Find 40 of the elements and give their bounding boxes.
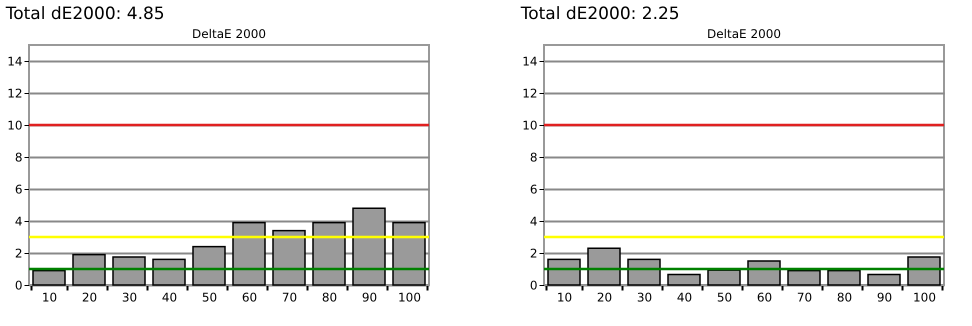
- chart-title: Total dE2000: 2.25: [520, 4, 680, 24]
- x-tick-label: 100: [913, 290, 936, 304]
- x-tick-label: 90: [876, 290, 892, 304]
- chart-subtitle: DeltaE 2000: [707, 27, 781, 41]
- x-tick-label: 60: [756, 290, 772, 304]
- x-tick-label: 50: [202, 290, 218, 304]
- y-tick-label: 4: [14, 214, 22, 228]
- x-tick-label: 40: [676, 290, 692, 304]
- x-tick-label: 50: [716, 290, 732, 304]
- y-tick-label: 12: [7, 86, 22, 100]
- x-tick-label: 20: [82, 290, 98, 304]
- x-tick-label: 20: [596, 290, 612, 304]
- x-tick-label: 10: [42, 290, 58, 304]
- x-tick-label: 80: [836, 290, 852, 304]
- x-tick-label: 100: [398, 290, 421, 304]
- y-tick-label: 0: [14, 278, 22, 292]
- y-tick-label: 8: [530, 150, 538, 164]
- x-tick-label: 70: [796, 290, 812, 304]
- y-tick-label: 0: [530, 278, 538, 292]
- x-tick-label: 30: [636, 290, 652, 304]
- y-tick-label: 12: [522, 86, 538, 100]
- y-tick-label: 4: [530, 214, 538, 228]
- x-tick-label: 10: [556, 290, 572, 304]
- x-tick-label: 70: [282, 290, 298, 304]
- y-tick-label: 8: [14, 150, 22, 164]
- y-tick-label: 14: [522, 54, 538, 68]
- y-tick-label: 6: [14, 182, 22, 196]
- y-tick-label: 10: [7, 118, 22, 132]
- y-tick-label: 2: [530, 246, 538, 260]
- chart-title: Total dE2000: 4.85: [4, 4, 165, 24]
- y-tick-label: 10: [522, 118, 538, 132]
- x-tick-label: 40: [162, 290, 178, 304]
- y-tick-label: 6: [530, 182, 538, 196]
- x-tick-label: 60: [242, 290, 258, 304]
- x-tick-label: 80: [322, 290, 338, 304]
- y-tick-label: 2: [14, 246, 22, 260]
- y-tick-label: 14: [7, 54, 22, 68]
- chart-subtitle: DeltaE 2000: [192, 27, 266, 41]
- x-tick-label: 30: [122, 290, 138, 304]
- x-tick-label: 90: [362, 290, 378, 304]
